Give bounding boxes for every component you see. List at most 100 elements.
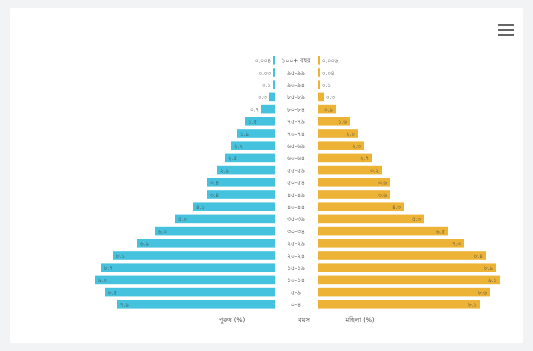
age-group-label: ৪৫-৪৯: [287, 192, 305, 199]
female-axis-label: মহিলা (%): [345, 316, 375, 324]
female-bar: [318, 68, 320, 77]
age-group-label: ২০-২৪: [287, 253, 305, 260]
male-bar: [231, 141, 275, 150]
female-bar: [318, 300, 480, 309]
male-bar: [207, 190, 275, 199]
age-group-label: ৮০-৮৪: [287, 106, 305, 113]
male-bar: [217, 165, 275, 175]
age-group-label: ৫৫-৫৯: [287, 167, 305, 174]
male-value-label: ৩.৪: [210, 193, 219, 199]
age-group-label: ১৫-১৯: [287, 265, 305, 272]
male-axis-label: পুরুষ (%): [219, 316, 245, 324]
male-bar: [113, 251, 275, 260]
female-bar: [318, 190, 390, 199]
female-bar: [318, 226, 448, 236]
male-value-label: ০.০৩: [259, 71, 272, 77]
male-bar: [193, 202, 275, 211]
female-bar: [318, 153, 372, 163]
female-bar: [318, 239, 464, 248]
male-value-label: ৭.৯: [120, 303, 129, 309]
male-value-label: ১.৯: [240, 132, 249, 138]
female-bar: [318, 117, 350, 126]
male-value-label: ৫.০: [178, 217, 187, 223]
female-bar: [318, 80, 320, 89]
age-group-label: ৩০-৩৪: [287, 228, 305, 235]
male-bar: [137, 239, 275, 248]
age-group-label: ১০-১৪: [287, 277, 305, 284]
female-value-label: ০.৯: [324, 107, 333, 113]
age-group-label: ১০০+ বছর: [282, 58, 312, 65]
age-group-label: ২৫-২৯: [287, 241, 305, 248]
female-bar: [318, 251, 486, 260]
male-bar: [95, 275, 275, 285]
age-group-label: ৬০-৬৪: [287, 155, 305, 162]
female-value-label: ৬.৫: [436, 229, 445, 235]
female-bar: [318, 178, 390, 187]
female-bar: [318, 141, 364, 150]
female-bar: [318, 263, 496, 272]
male-bar: [207, 178, 275, 187]
hamburger-menu-icon[interactable]: [498, 22, 514, 36]
male-value-label: ৩.৪: [210, 181, 219, 187]
age-group-label: ৩৫-৩৯: [287, 216, 305, 223]
male-value-label: ৮.৭: [104, 266, 113, 272]
male-bar: [105, 287, 275, 297]
female-bar: [318, 92, 324, 102]
male-value-label: ০.১: [262, 83, 271, 89]
female-bar: [318, 129, 358, 138]
male-value-label: ২.৫: [228, 156, 237, 162]
female-value-label: ৮.৪: [474, 254, 483, 260]
age-group-label: ৮৫-৮৯: [287, 94, 305, 101]
age-group-label: ৭০-৭৪: [287, 131, 305, 138]
male-value-label: ২.৯: [220, 168, 229, 174]
age-group-label: ৫০-৫৪: [287, 180, 305, 187]
male-value-label: ১.৫: [248, 120, 257, 126]
male-bar: [269, 92, 275, 102]
male-bar: [155, 226, 275, 236]
age-group-label: ০-৪: [291, 302, 301, 309]
female-value-label: ৩.৬: [378, 181, 387, 187]
male-value-label: ০.০০৪: [255, 59, 271, 65]
female-bar: [318, 202, 404, 211]
male-value-label: ০.৭: [250, 107, 259, 113]
female-value-label: ০.০৪: [322, 71, 335, 77]
female-value-label: ৭.৩: [452, 242, 461, 248]
chart-card: [10, 8, 523, 343]
female-value-label: ৮.৯: [484, 266, 493, 272]
female-value-label: ৯.১: [488, 278, 497, 284]
female-bar: [318, 275, 500, 285]
male-bar: [273, 68, 275, 77]
age-group-label: ৯৫-৯৯: [287, 70, 305, 77]
male-bar: [175, 214, 275, 224]
male-value-label: ০.৩: [258, 95, 267, 101]
female-value-label: ২.৭: [360, 156, 369, 162]
female-bar: [318, 214, 424, 224]
female-bar: [318, 287, 490, 297]
age-group-label: ৪০-৪৪: [287, 204, 305, 211]
female-value-label: ২.৩: [352, 144, 361, 150]
female-value-label: ০.০০৬: [322, 59, 338, 65]
age-group-label: ৫-৯: [291, 289, 301, 296]
age-axis-label: বয়স: [297, 316, 310, 324]
male-bar: [237, 129, 275, 138]
female-value-label: ৩.৬: [378, 193, 387, 199]
male-bar: [245, 117, 275, 126]
male-bar: [261, 104, 275, 114]
female-value-label: ১.৬: [338, 120, 347, 126]
female-value-label: ২.০: [346, 132, 355, 138]
male-value-label: ৮.৫: [108, 290, 117, 296]
male-bar: [101, 263, 275, 272]
male-value-label: ৯.০: [98, 278, 107, 284]
female-value-label: ৩.২: [370, 168, 379, 174]
male-value-label: ৮.১: [116, 254, 125, 260]
age-group-label: ৬৫-৬৯: [287, 143, 305, 150]
male-value-label: ২.২: [234, 144, 243, 150]
female-value-label: ০.৩: [326, 95, 335, 101]
male-value-label: ৬.০: [158, 229, 167, 235]
female-value-label: ৪.৩: [392, 205, 401, 211]
female-value-label: ৮.৬: [478, 290, 487, 296]
female-bar: [318, 56, 320, 65]
female-value-label: ৮.১: [468, 303, 477, 309]
male-bar: [273, 80, 275, 89]
